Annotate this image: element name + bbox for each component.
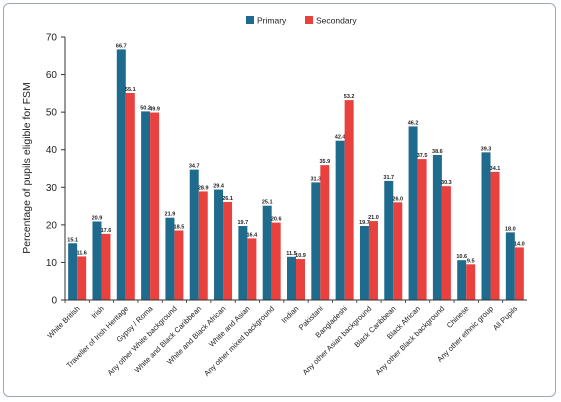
bar-secondary xyxy=(344,100,354,301)
data-label-secondary: 11.6 xyxy=(76,250,86,256)
bar-secondary xyxy=(125,92,135,300)
bar-primary xyxy=(408,126,418,300)
data-label-primary: 46.2 xyxy=(408,120,419,126)
bar-primary xyxy=(141,111,151,301)
x-category-label: All Pupils xyxy=(491,304,519,332)
data-label-secondary: 53.2 xyxy=(344,94,355,100)
data-label-secondary: 9.5 xyxy=(467,258,475,264)
data-label-primary: 31.7 xyxy=(383,175,394,181)
x-category-label: Irish xyxy=(90,304,106,320)
bar-primary xyxy=(68,243,78,300)
data-label-secondary: 26.1 xyxy=(222,196,233,202)
y-tick-label: 50 xyxy=(46,108,58,119)
y-tick-label: 10 xyxy=(46,258,58,269)
bar-secondary xyxy=(198,191,208,300)
data-label-primary: 29.4 xyxy=(213,184,225,190)
data-label-secondary: 49.9 xyxy=(149,107,160,113)
data-label-primary: 15.1 xyxy=(67,237,78,243)
bar-secondary xyxy=(296,259,305,300)
bar-secondary xyxy=(247,238,257,300)
bar-secondary xyxy=(368,221,378,300)
y-tick-label: 60 xyxy=(46,70,58,81)
data-label-secondary: 14.0 xyxy=(514,241,525,247)
data-label-secondary: 17.6 xyxy=(101,228,112,234)
bar-primary xyxy=(165,217,175,300)
legend-swatch-primary xyxy=(246,16,254,24)
bar-secondary xyxy=(320,165,330,300)
data-label-primary: 38.6 xyxy=(432,149,443,155)
y-tick-label: 70 xyxy=(46,33,58,44)
data-label-secondary: 16.4 xyxy=(247,232,259,238)
data-label-primary: 42.4 xyxy=(335,135,347,141)
data-label-secondary: 20.6 xyxy=(271,217,282,223)
data-label-primary: 50.2 xyxy=(140,105,151,111)
bar-primary xyxy=(335,140,345,300)
bar-primary xyxy=(238,225,248,300)
legend: Primary Secondary xyxy=(246,16,357,26)
data-label-secondary: 26.0 xyxy=(392,196,403,202)
data-label-secondary: 28.9 xyxy=(198,185,209,191)
bar-primary xyxy=(432,154,442,300)
bar-secondary xyxy=(223,201,233,300)
data-label-secondary: 10.9 xyxy=(295,253,306,259)
data-label-primary: 19.7 xyxy=(238,220,249,226)
bar-primary xyxy=(287,256,296,300)
bar-secondary xyxy=(174,230,184,300)
x-category-label: Indian xyxy=(280,304,301,325)
bar-primary xyxy=(214,189,224,300)
bar-primary xyxy=(262,205,272,300)
bar-secondary xyxy=(101,233,111,300)
y-tick-label: 40 xyxy=(46,145,58,156)
data-label-primary: 34.7 xyxy=(189,164,200,170)
data-label-primary: 39.3 xyxy=(481,146,492,152)
bar-primary xyxy=(457,260,467,300)
bar-secondary xyxy=(271,222,281,300)
legend-label-primary: Primary xyxy=(257,16,287,26)
data-label-secondary: 34.1 xyxy=(490,166,501,172)
bar-secondary xyxy=(393,202,403,300)
y-tick-label: 0 xyxy=(51,296,57,307)
bar-secondary xyxy=(441,186,451,300)
bar-primary xyxy=(481,152,491,300)
x-category-label: White British xyxy=(45,304,81,340)
data-label-secondary: 30.3 xyxy=(441,180,452,186)
bar-primary xyxy=(505,232,515,300)
bar-primary xyxy=(92,221,102,300)
legend-swatch-secondary xyxy=(305,16,313,24)
bar-secondary xyxy=(77,256,87,300)
y-tick-label: 30 xyxy=(46,183,58,194)
bar-primary xyxy=(384,180,394,300)
bar-secondary xyxy=(490,171,500,300)
data-label-secondary: 18.5 xyxy=(174,224,185,230)
bar-secondary xyxy=(514,247,524,300)
data-label-primary: 11.5 xyxy=(286,251,296,257)
data-label-primary: 31.3 xyxy=(310,176,321,182)
bar-primary xyxy=(311,182,321,300)
data-label-secondary: 37.5 xyxy=(417,153,428,159)
data-label-primary: 20.9 xyxy=(92,215,103,221)
bar-secondary xyxy=(466,264,476,300)
data-label-secondary: 21.0 xyxy=(368,215,379,221)
bar-secondary xyxy=(150,112,160,300)
data-label-primary: 66.7 xyxy=(116,43,127,49)
chart-frame xyxy=(3,3,556,397)
bar-primary xyxy=(116,49,126,300)
data-label-secondary: 35.9 xyxy=(319,159,330,165)
y-axis-label: Percentage of pupils eligible for FSM xyxy=(21,82,33,254)
data-label-primary: 10.6 xyxy=(456,254,467,260)
y-tick-label: 20 xyxy=(46,220,58,231)
data-label-primary: 18.0 xyxy=(505,226,516,232)
bars: 15.1 11.6 20.9 17.6 66.7 55.1 50.249.9 21.9 18.5… xyxy=(67,43,525,301)
legend-label-secondary: Secondary xyxy=(316,16,357,26)
bar-primary xyxy=(359,225,369,300)
data-label-primary: 21.9 xyxy=(165,212,176,218)
bar-secondary xyxy=(417,159,427,300)
y-axis: 0 10 20 30 40 50 60 70 xyxy=(46,33,66,307)
data-label-secondary: 55.1 xyxy=(125,87,136,93)
data-label-primary: 25.1 xyxy=(262,200,273,206)
data-label-primary: 19.7 xyxy=(359,220,370,226)
bar-primary xyxy=(189,169,199,300)
